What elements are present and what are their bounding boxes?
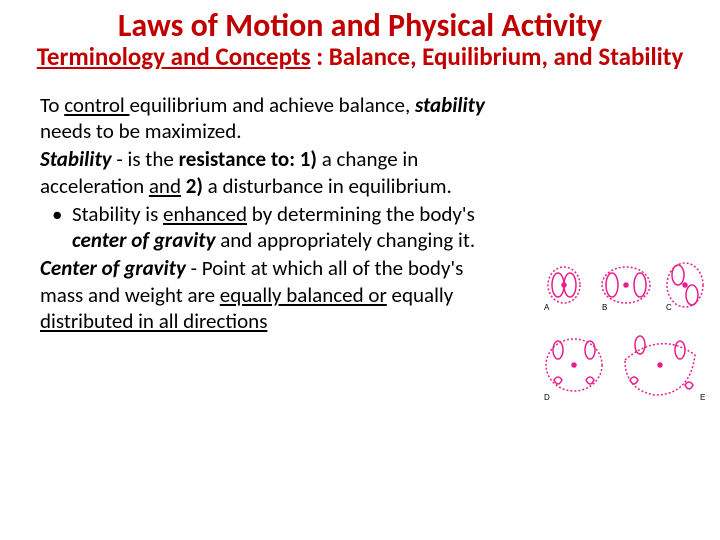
t: Stability xyxy=(40,146,112,172)
svg-text:D: D xyxy=(544,393,550,402)
t: distributed in all directions xyxy=(40,308,267,334)
subtitle-rest: : Balance, Equilibrium, and Stability xyxy=(311,41,684,72)
body-content: To control equilibrium and achieve balan… xyxy=(0,84,540,334)
t: 2) xyxy=(186,173,203,199)
t: Stability is xyxy=(72,201,163,227)
svg-text:C: C xyxy=(666,303,672,312)
bullet-1: Stability is enhanced by determining the… xyxy=(40,201,500,254)
balance-diagram: A B C D E xyxy=(540,260,710,430)
t: and xyxy=(149,173,181,199)
t: center of gravity xyxy=(72,227,215,253)
page-title: Laws of Motion and Physical Activity xyxy=(0,0,720,43)
t: enhanced xyxy=(163,201,247,227)
subtitle-underlined: Terminology and Concepts xyxy=(37,41,311,72)
svg-text:B: B xyxy=(602,303,607,312)
svg-text:A: A xyxy=(544,303,550,312)
t: equilibrium and achieve balance, xyxy=(129,92,415,118)
t: and appropriately changing it. xyxy=(215,227,475,253)
t: by determining the body's xyxy=(247,201,475,227)
t: needs to be maximized. xyxy=(40,118,242,144)
t: equally balanced or xyxy=(220,282,387,308)
paragraph-2: Stability - is the resistance to: 1) a c… xyxy=(40,146,500,199)
t: Center of gravity xyxy=(40,255,186,281)
paragraph-1: To control equilibrium and achieve balan… xyxy=(40,92,500,145)
paragraph-4: Center of gravity - Point at which all o… xyxy=(40,255,500,334)
t: To xyxy=(40,92,64,118)
t: - is the xyxy=(112,146,179,172)
t: resistance to: 1) xyxy=(179,146,317,172)
t: control xyxy=(64,92,129,118)
t: stability xyxy=(415,92,485,118)
t: a disturbance in equilibrium. xyxy=(203,173,452,199)
svg-text:E: E xyxy=(700,393,705,402)
t: equally xyxy=(387,282,453,308)
page-subtitle: Terminology and Concepts : Balance, Equi… xyxy=(0,43,720,84)
